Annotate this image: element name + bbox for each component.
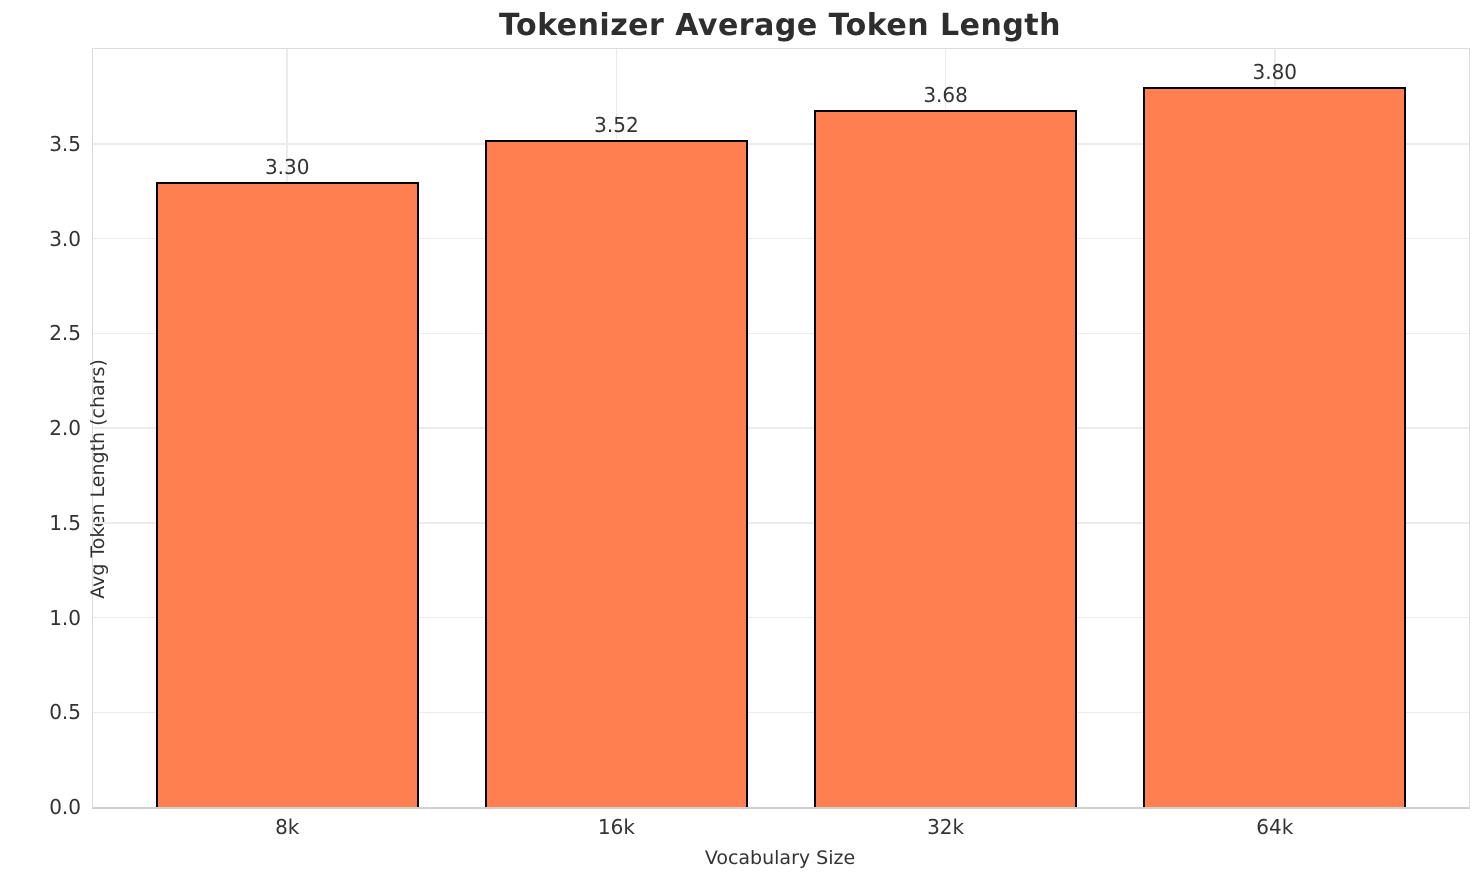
gridline-horizontal bbox=[93, 427, 1469, 429]
y-tick-label: 0.5 bbox=[49, 700, 81, 725]
chart-title: Tokenizer Average Token Length bbox=[498, 8, 1061, 43]
bar-value-label: 3.68 bbox=[923, 82, 968, 107]
bar-8k bbox=[155, 181, 419, 807]
bar-value-label: 3.52 bbox=[594, 112, 639, 137]
bar-value-label: 3.30 bbox=[264, 154, 310, 179]
y-axis-label: Avg Token Length (chars) bbox=[87, 359, 109, 599]
y-tick-label: 0.0 bbox=[49, 795, 81, 819]
gridline-horizontal bbox=[93, 711, 1469, 713]
bar-32k bbox=[813, 109, 1078, 807]
gridline-horizontal bbox=[93, 143, 1469, 145]
bar-16k bbox=[484, 139, 749, 807]
y-tick-label: 3.5 bbox=[49, 131, 81, 156]
plot-area: Avg Token Length (chars) 3.30 3.52 3.68 3.8… bbox=[49, 48, 1470, 839]
x-tick-label: 32k bbox=[927, 815, 965, 839]
y-tick-label: 2.0 bbox=[49, 416, 81, 440]
y-tick-label: 2.5 bbox=[49, 321, 81, 346]
gridline-horizontal bbox=[93, 616, 1469, 619]
gridline-horizontal bbox=[93, 237, 1469, 240]
y-tick-label: 3.0 bbox=[49, 226, 81, 251]
x-tick-label: 16k bbox=[597, 815, 635, 839]
bar-64k bbox=[1143, 86, 1407, 807]
y-tick-label: 1.0 bbox=[49, 605, 81, 630]
y-tick-label: 1.5 bbox=[49, 510, 81, 535]
x-tick-label: 64k bbox=[1256, 815, 1294, 839]
x-tick-label: 8k bbox=[275, 815, 300, 839]
gridline-horizontal bbox=[93, 522, 1469, 524]
gridline-horizontal bbox=[93, 332, 1469, 334]
bar-value-label: 3.80 bbox=[1252, 59, 1298, 84]
x-axis-label: Vocabulary Size bbox=[704, 847, 856, 869]
